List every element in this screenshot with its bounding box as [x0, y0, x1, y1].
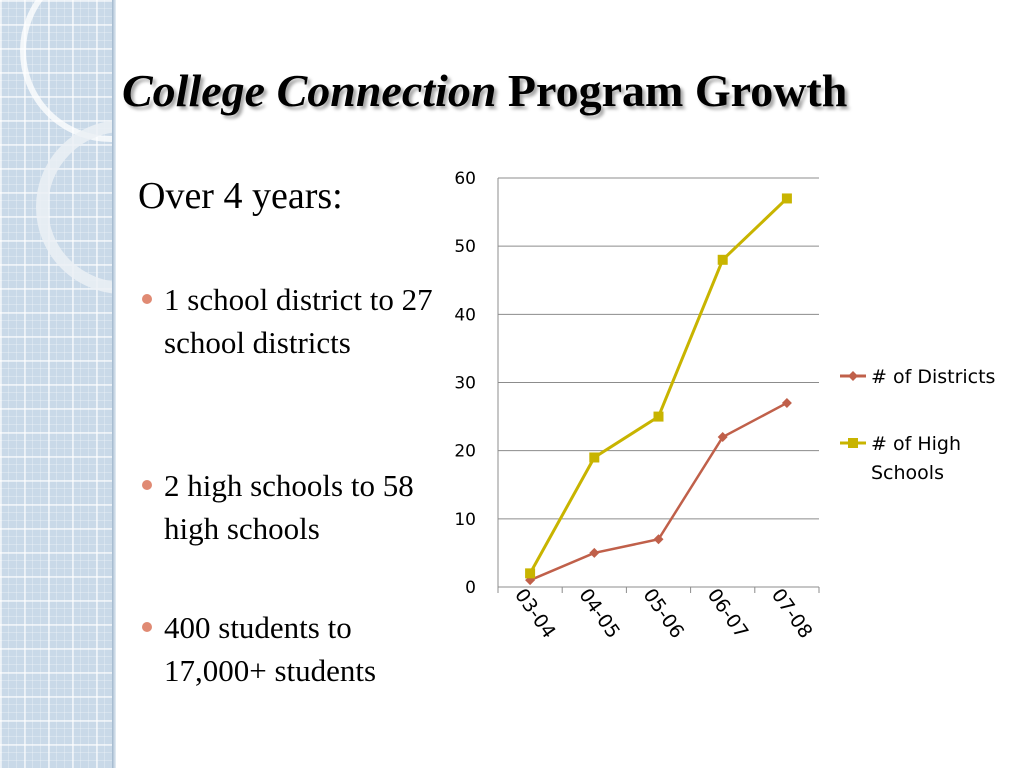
y-tick-label: 0 [465, 578, 476, 598]
legend-label: # of Districts [871, 366, 995, 388]
data-point-square [653, 411, 664, 422]
y-tick-label: 30 [454, 374, 476, 394]
bullet-text: 1 school district to 27 school districts [164, 282, 433, 360]
data-point-diamond [717, 432, 728, 443]
data-point-diamond [589, 547, 600, 558]
y-tick-label: 20 [454, 442, 476, 462]
data-point-square [525, 568, 536, 579]
bullet-text: 400 students to 17,000+ students [164, 610, 377, 688]
series-line [529, 401, 788, 582]
y-tick-label: 40 [454, 305, 476, 325]
bullet-item: 2 high schools to 58 high schools [140, 464, 435, 550]
slide-title: College Connection Program Growth [122, 64, 1012, 117]
chart-svg: 0 10 20 30 40 50 60 03-04 04-05 05-06 06-07 07-08 # … [454, 169, 995, 643]
data-point-square [717, 254, 728, 265]
data-point-square [781, 193, 792, 204]
bullet-dot-icon [142, 480, 152, 490]
y-tick-label: 10 [454, 510, 476, 530]
data-point-square [589, 452, 600, 463]
legend-label: # of High Schools [871, 433, 961, 484]
decorative-side-band [0, 0, 112, 768]
bullet-item: 1 school district to 27 school districts [140, 278, 435, 364]
side-band-edge [112, 0, 116, 768]
bullet-text: 2 high schools to 58 high schools [164, 468, 414, 546]
legend-marker-square [848, 438, 858, 448]
growth-line-chart: 0 10 20 30 40 50 60 03-04 04-05 05-06 06-07 07-08 # … [430, 160, 1024, 700]
x-tick-label: 03-04 [510, 585, 560, 643]
slide-title-italic: College Connection [122, 65, 497, 116]
legend-marker-diamond [848, 371, 858, 381]
y-tick-label: 60 [454, 169, 476, 189]
bullet-dot-icon [142, 294, 152, 304]
x-tick-label: 05-06 [639, 585, 689, 643]
data-point-diamond [781, 397, 792, 408]
x-tick-label: 06-07 [703, 585, 753, 643]
decorative-ring [20, 0, 112, 142]
x-tick-label: 07-08 [767, 585, 817, 643]
x-tick-label: 04-05 [574, 585, 624, 643]
decorative-ring [36, 120, 112, 294]
intro-text: Over 4 years: [138, 175, 343, 217]
slide-title-rest: Program Growth [496, 65, 848, 116]
data-point-diamond [653, 534, 664, 545]
bullet-item: 400 students to 17,000+ students [140, 606, 435, 692]
series-line [528, 197, 788, 575]
y-tick-label: 50 [454, 237, 476, 257]
bullet-dot-icon [142, 622, 152, 632]
